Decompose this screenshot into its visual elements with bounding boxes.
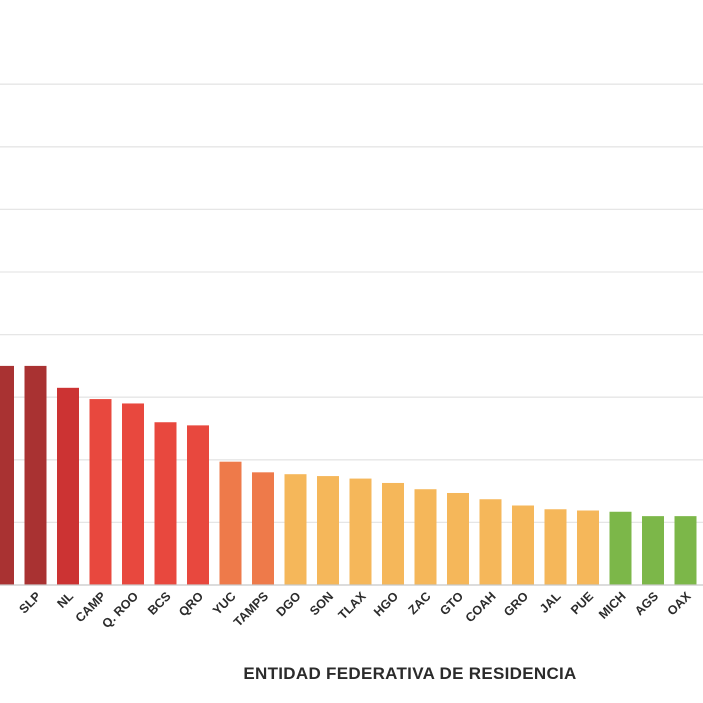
x-tick-label: NL [54, 589, 76, 611]
x-tick-label: BCS [145, 589, 174, 618]
x-tick-label: GTO [437, 589, 466, 618]
x-tick-label: MICH [596, 589, 628, 621]
bar [187, 425, 209, 585]
x-tick-label: PUE [568, 589, 596, 617]
bar [122, 403, 144, 585]
bar [479, 499, 502, 585]
bar [382, 482, 404, 585]
bar [89, 399, 112, 585]
bar [414, 489, 437, 585]
x-tick-label: GRO [501, 589, 531, 619]
bar [577, 510, 599, 585]
x-tick-label: COAH [463, 589, 499, 625]
bar [0, 365, 14, 585]
x-tick-label: DGO [274, 589, 304, 619]
x-tick-label: JAL [537, 589, 564, 616]
bar [674, 516, 697, 585]
bar [642, 516, 664, 585]
bar [447, 492, 469, 585]
x-tick-label: OAX [665, 589, 695, 619]
bar [544, 509, 567, 585]
x-axis-title: ENTIDAD FEDERATIVA DE RESIDENCIA [243, 664, 576, 683]
gridlines [0, 83, 703, 524]
x-tick-label: TLAX [336, 589, 369, 622]
bar [24, 365, 47, 585]
bar [609, 511, 632, 585]
x-tick-label: YUC [210, 589, 239, 618]
bar [512, 505, 534, 585]
bars [0, 365, 697, 585]
bar [349, 478, 372, 585]
bar [219, 461, 242, 585]
x-tick-label: ZAC [406, 589, 434, 617]
bar [57, 387, 79, 585]
x-tick-label: HGO [371, 589, 401, 619]
x-tick-label: SLP [17, 589, 44, 616]
x-tick-label: QRO [176, 589, 206, 619]
x-tick-label: Q. ROO [99, 589, 141, 631]
bar [284, 474, 307, 585]
x-tick-label: TAMPS [231, 589, 271, 629]
bar [154, 422, 177, 585]
bar [252, 472, 274, 585]
x-tick-label: AGS [632, 589, 661, 618]
x-tick-label: SON [307, 589, 336, 618]
bar [317, 476, 339, 585]
